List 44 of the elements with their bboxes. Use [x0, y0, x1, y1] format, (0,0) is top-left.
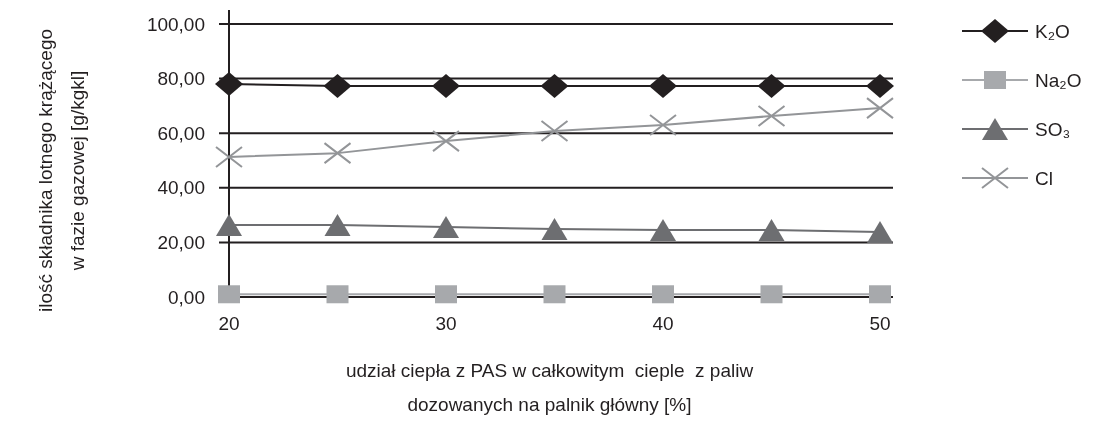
point	[866, 97, 894, 120]
point	[324, 213, 351, 236]
point	[543, 285, 566, 304]
y-axis-title: ilość składnika lotnego krążącego w fazie gazowej [g/kgkl]	[35, 28, 88, 313]
point	[758, 219, 785, 242]
x-tick-label: 30	[435, 313, 457, 334]
y-tick-label: 40,00	[157, 177, 205, 199]
legend-label: K₂O	[1035, 20, 1070, 42]
point	[649, 73, 677, 98]
point	[216, 213, 242, 236]
point	[323, 142, 352, 165]
point	[435, 285, 457, 304]
point	[757, 73, 786, 98]
x-tick-label: 20	[218, 313, 240, 334]
point	[757, 105, 786, 127]
y-tick-label: 20,00	[157, 232, 205, 254]
y-tick-label: 100,00	[146, 13, 205, 35]
point	[650, 219, 676, 242]
point	[432, 130, 460, 153]
y-tick-label: 0,00	[168, 286, 205, 308]
legend-label: Na₂O	[1035, 69, 1082, 91]
point	[215, 72, 243, 97]
point	[540, 73, 569, 98]
point	[541, 218, 568, 241]
point	[869, 285, 891, 304]
x-tick-label: 50	[869, 313, 891, 334]
point	[540, 120, 569, 143]
point	[867, 221, 893, 244]
point	[215, 145, 243, 168]
point	[323, 73, 352, 98]
point	[218, 285, 240, 304]
y-tick-label: 80,00	[157, 68, 205, 90]
x-tick-label: 40	[652, 313, 674, 334]
point	[326, 285, 349, 304]
point	[432, 73, 460, 98]
y-tick-label: 60,00	[157, 122, 205, 144]
legend-label: SO₃	[1035, 118, 1071, 140]
legend-label: Cl	[1035, 167, 1053, 189]
point	[652, 285, 674, 304]
point	[866, 73, 894, 98]
point	[433, 216, 459, 239]
point	[760, 285, 783, 304]
point	[649, 114, 677, 137]
x-axis-title: udział ciepła z PAS w całkowitym cieple z paliw dozowanych na palnik główny [%]	[345, 360, 754, 415]
